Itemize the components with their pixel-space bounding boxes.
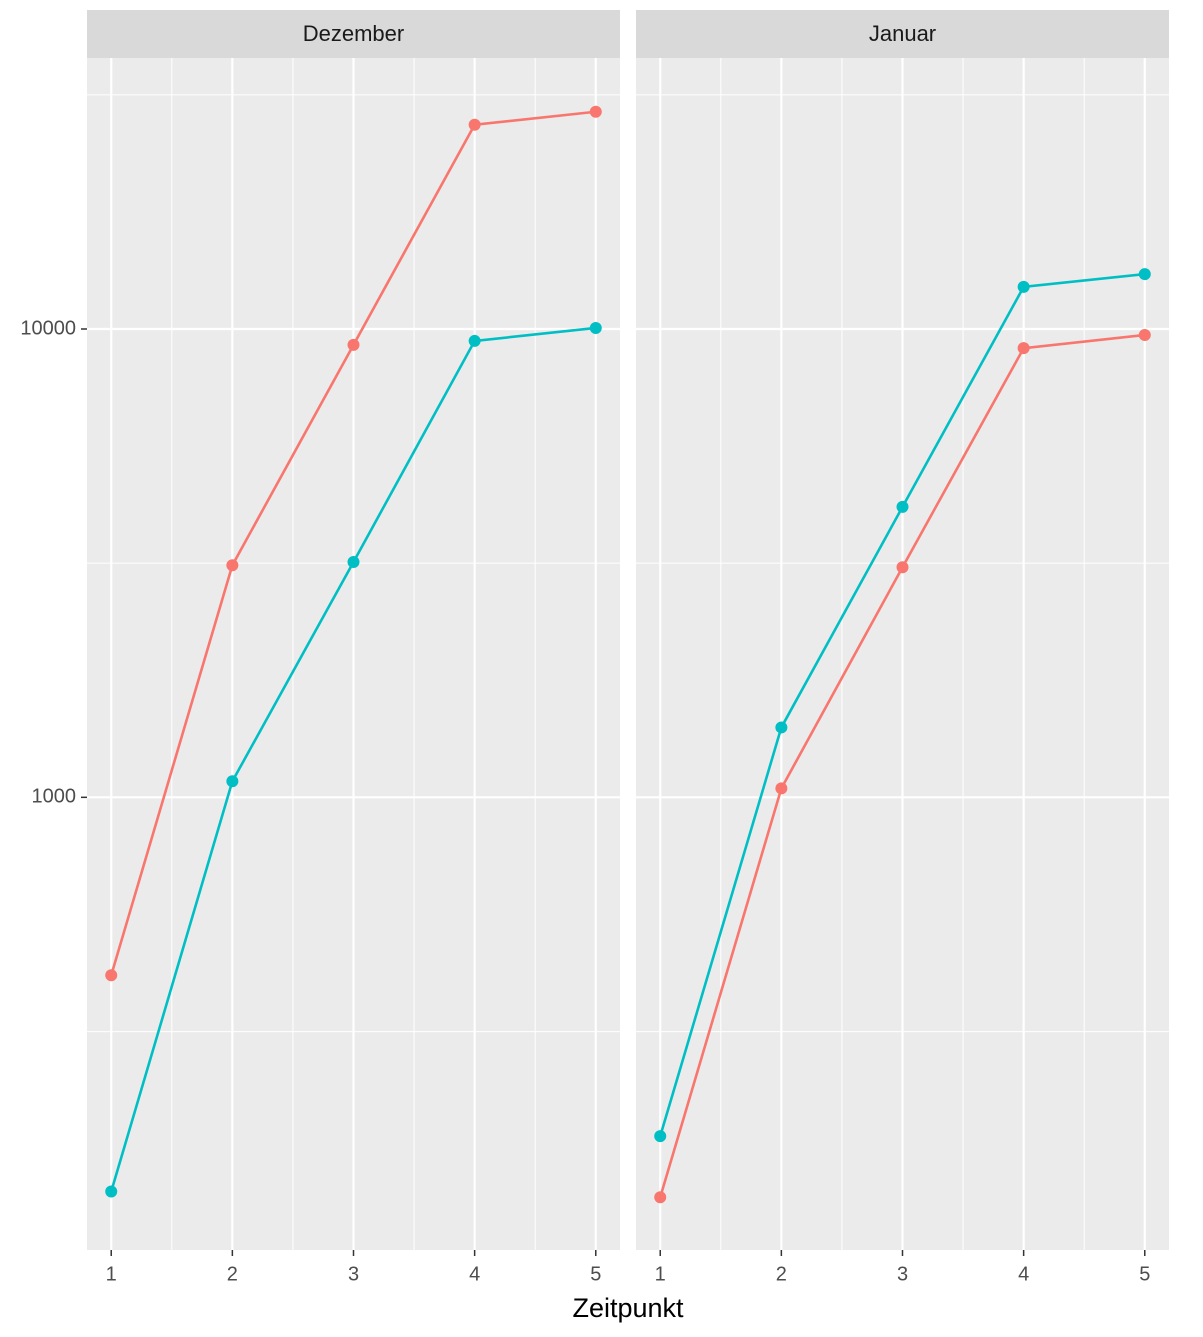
point	[226, 559, 239, 572]
point	[1017, 280, 1030, 293]
strip-title: Dezember	[303, 21, 404, 46]
point	[105, 1185, 118, 1198]
point	[775, 782, 788, 795]
point	[589, 105, 602, 118]
y-tick-label: 1000	[32, 786, 77, 808]
x-tick-label: 4	[1018, 1263, 1029, 1285]
strip	[636, 10, 1169, 58]
point	[1138, 268, 1151, 281]
x-tick-label: 2	[776, 1263, 787, 1285]
x-tick-label: 1	[106, 1263, 117, 1285]
y-tick-label: 10000	[20, 317, 76, 339]
point	[468, 118, 481, 131]
point	[347, 556, 360, 569]
point	[896, 500, 909, 513]
point	[105, 969, 118, 982]
point	[347, 338, 360, 351]
point	[654, 1130, 667, 1143]
point	[468, 334, 481, 347]
x-axis-title: Zeitpunkt	[572, 1293, 684, 1323]
point	[775, 721, 788, 734]
x-tick-label: 1	[655, 1263, 666, 1285]
point	[589, 321, 602, 334]
strip	[87, 10, 620, 58]
x-tick-label: 2	[227, 1263, 238, 1285]
strip-title: Januar	[869, 21, 936, 46]
point	[896, 561, 909, 574]
point	[226, 775, 239, 788]
point	[1017, 342, 1030, 355]
x-tick-label: 5	[590, 1263, 601, 1285]
x-tick-label: 3	[897, 1263, 908, 1285]
point	[654, 1191, 667, 1204]
x-tick-label: 5	[1139, 1263, 1150, 1285]
point	[1138, 328, 1151, 341]
x-tick-label: 4	[469, 1263, 480, 1285]
x-tick-label: 3	[348, 1263, 359, 1285]
